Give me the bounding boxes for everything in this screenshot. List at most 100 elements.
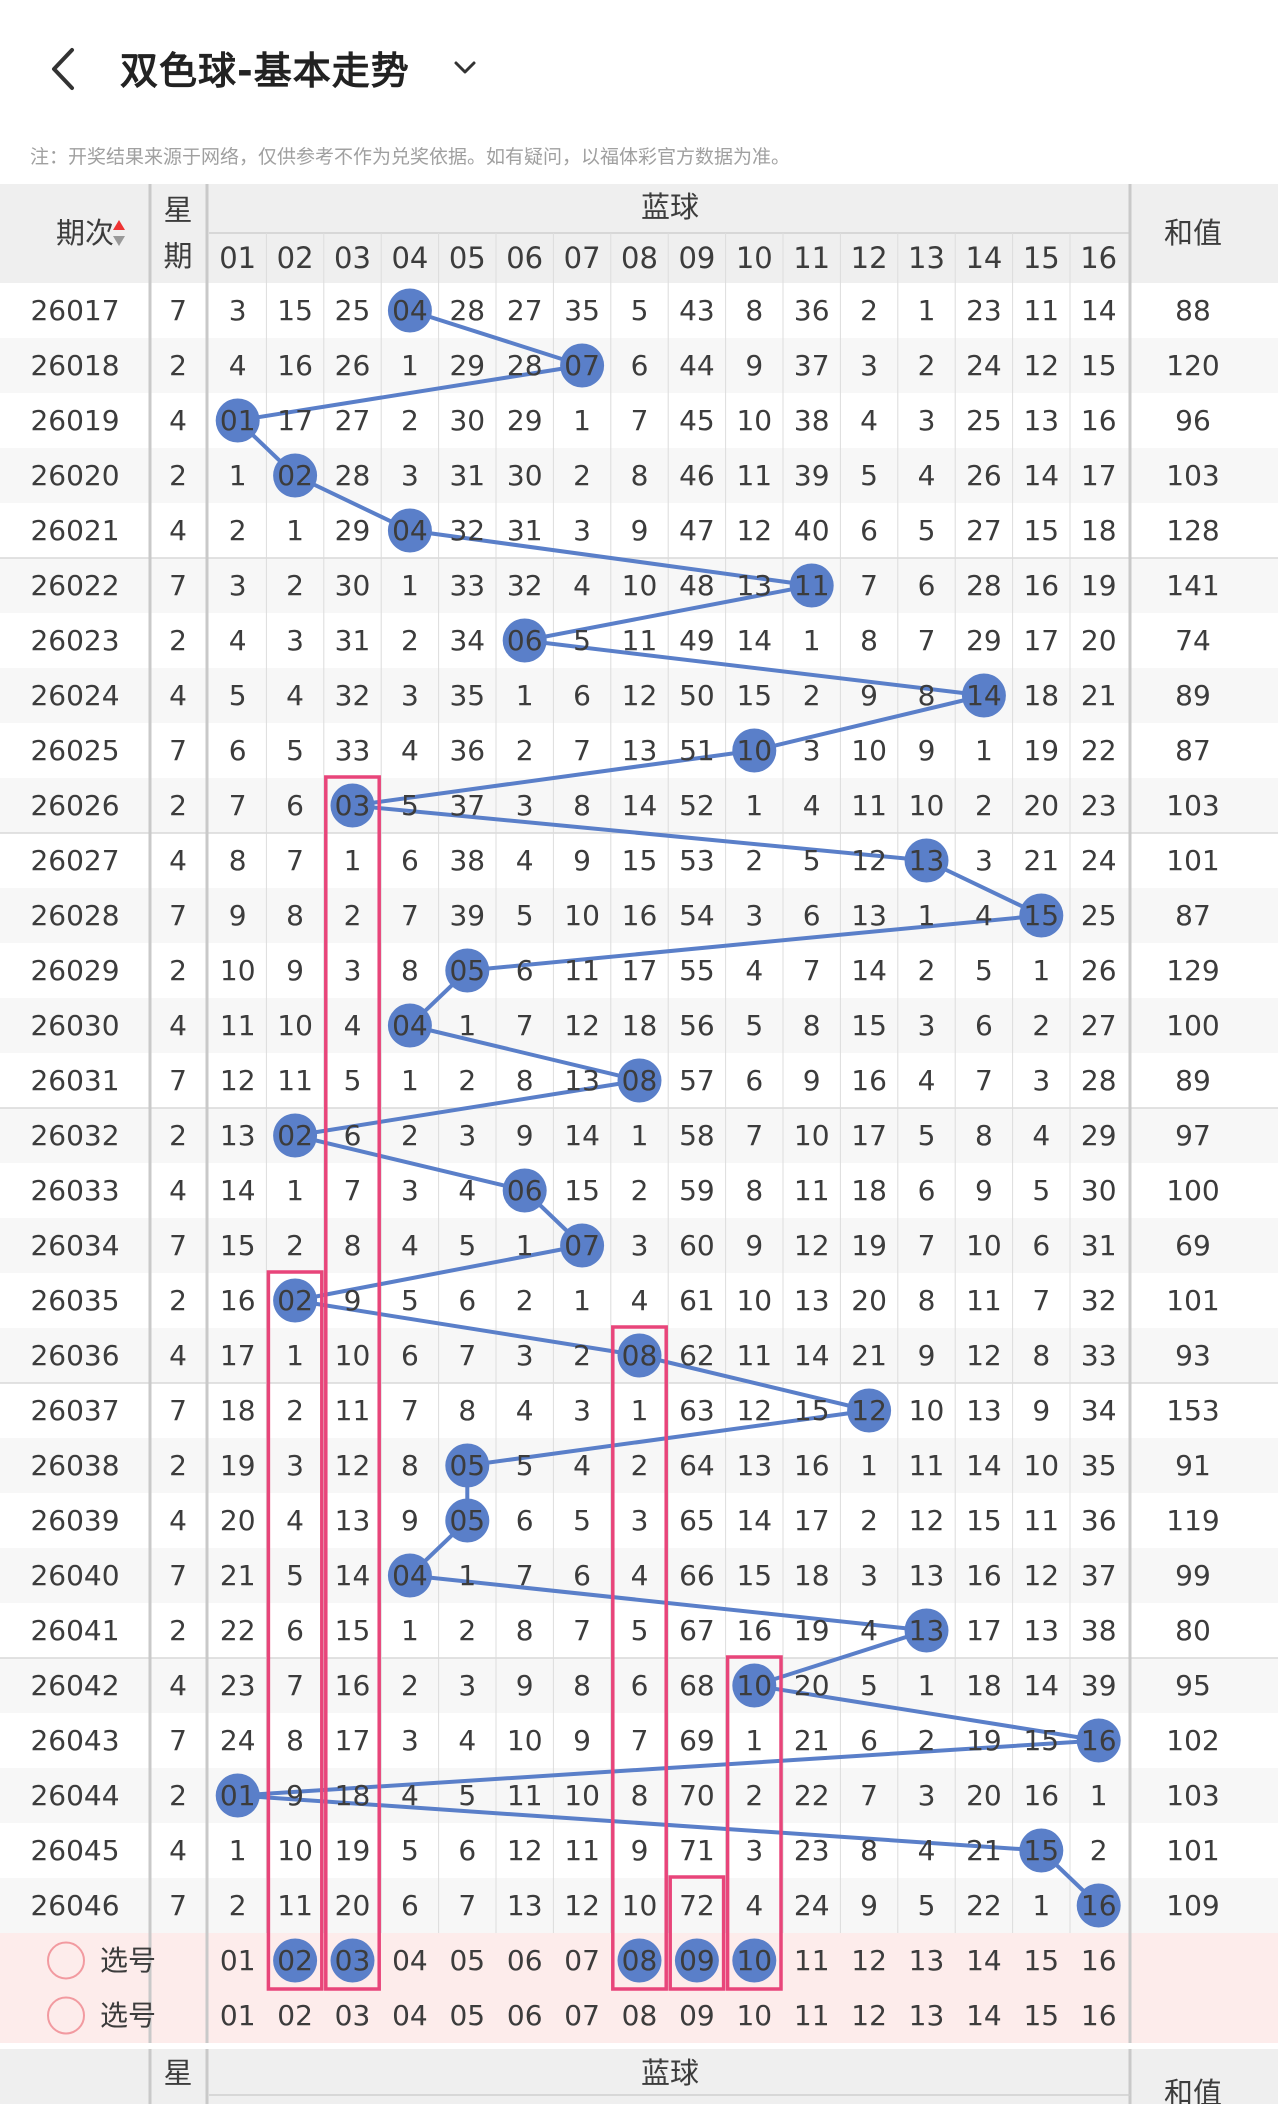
trend-line [235, 308, 1101, 1907]
select-number[interactable]: 15 [1023, 1944, 1059, 1977]
issue-number: 26024 [30, 679, 119, 712]
select-number[interactable]: 06 [507, 1999, 543, 2032]
select-label[interactable]: 选号 [100, 1999, 156, 2032]
select-number[interactable]: 05 [449, 1999, 485, 2032]
miss-count: 17 [851, 1119, 887, 1152]
table-row [0, 778, 1278, 833]
miss-count: 9 [286, 1779, 304, 1812]
miss-count: 65 [679, 1504, 715, 1537]
miss-count: 24 [1081, 844, 1117, 877]
select-number[interactable]: 01 [220, 1944, 256, 1977]
miss-count: 30 [507, 459, 543, 492]
sum-value: 89 [1175, 1064, 1211, 1097]
blue-ball-number: 13 [909, 844, 945, 877]
select-number[interactable]: 01 [220, 1999, 256, 2032]
back-arrow-icon[interactable] [44, 44, 88, 94]
select-number[interactable]: 13 [909, 1999, 945, 2032]
blue-ball-number: 14 [966, 679, 1002, 712]
select-number[interactable]: 12 [851, 1999, 887, 2032]
select-number[interactable]: 02 [277, 1999, 313, 2032]
miss-count: 28 [966, 569, 1002, 602]
miss-count: 12 [1023, 349, 1059, 382]
miss-count: 7 [573, 1614, 591, 1647]
miss-count: 12 [736, 1394, 772, 1427]
table-row [0, 448, 1278, 503]
miss-count: 30 [1081, 1174, 1117, 1207]
select-number[interactable]: 07 [564, 1944, 600, 1977]
miss-count: 3 [860, 1559, 878, 1592]
select-number[interactable]: 04 [392, 1944, 428, 1977]
miss-count: 31 [1081, 1229, 1117, 1262]
table-row [0, 1823, 1278, 1878]
issue-number: 26040 [30, 1559, 119, 1592]
miss-count: 4 [286, 1504, 304, 1537]
issue-number: 26029 [30, 954, 119, 987]
sum-value: 100 [1166, 1174, 1219, 1207]
miss-count: 9 [860, 679, 878, 712]
miss-count: 1 [229, 459, 247, 492]
picked-ball-number[interactable]: 03 [335, 1944, 371, 1977]
sort-up-icon[interactable] [113, 220, 125, 230]
select-number[interactable]: 13 [909, 1944, 945, 1977]
miss-count: 4 [516, 844, 534, 877]
picked-ball[interactable] [674, 1938, 719, 1983]
miss-count: 4 [286, 679, 304, 712]
sort-down-icon[interactable] [113, 236, 125, 246]
chevron-down-icon[interactable] [450, 54, 480, 82]
select-number[interactable]: 08 [622, 1999, 658, 2032]
miss-count: 2 [860, 294, 878, 327]
blue-ball [904, 838, 949, 883]
blue-ball [961, 673, 1006, 718]
miss-count: 10 [277, 1834, 313, 1867]
select-number[interactable]: 15 [1023, 1999, 1059, 2032]
select-number[interactable]: 14 [966, 1944, 1002, 1977]
select-number[interactable]: 06 [507, 1944, 543, 1977]
miss-count: 52 [679, 789, 715, 822]
issue-number: 26033 [30, 1174, 119, 1207]
select-number[interactable]: 03 [335, 1999, 371, 2032]
table-row [0, 283, 1278, 338]
picked-ball[interactable] [732, 1938, 777, 1983]
miss-count: 5 [631, 294, 649, 327]
select-number[interactable]: 12 [851, 1944, 887, 1977]
miss-count: 5 [286, 1559, 304, 1592]
select-number[interactable]: 09 [679, 1999, 715, 2032]
miss-count: 39 [1081, 1669, 1117, 1702]
miss-count: 3 [631, 1504, 649, 1537]
miss-count: 6 [745, 1064, 763, 1097]
picked-ball-number[interactable]: 10 [736, 1944, 772, 1977]
select-number[interactable]: 10 [736, 1999, 772, 2032]
select-number[interactable]: 04 [392, 1999, 428, 2032]
picked-ball-number[interactable]: 09 [679, 1944, 715, 1977]
select-radio-icon[interactable] [47, 1941, 85, 1980]
select-radio-icon[interactable] [47, 1996, 85, 2035]
blue-ball [1019, 1828, 1064, 1873]
miss-count: 16 [966, 1559, 1002, 1592]
picked-ball[interactable] [273, 1938, 318, 1983]
miss-count: 2 [458, 1614, 476, 1647]
miss-count: 8 [516, 1614, 534, 1647]
picked-ball-number[interactable]: 02 [277, 1944, 313, 1977]
picked-ball[interactable] [617, 1938, 662, 1983]
miss-count: 3 [401, 679, 419, 712]
select-number[interactable]: 16 [1081, 1944, 1117, 1977]
select-number[interactable]: 14 [966, 1999, 1002, 2032]
select-number[interactable]: 11 [794, 1944, 830, 1977]
issue-number: 26021 [30, 514, 119, 547]
miss-count: 63 [679, 1394, 715, 1427]
miss-count: 12 [909, 1504, 945, 1537]
select-number[interactable]: 07 [564, 1999, 600, 2032]
select-number[interactable]: 11 [794, 1999, 830, 2032]
issue-column-header[interactable]: 期次 [56, 216, 114, 250]
miss-count: 9 [516, 1119, 534, 1152]
issue-number: 26032 [30, 1119, 119, 1152]
select-number[interactable]: 16 [1081, 1999, 1117, 2032]
blue-ball [502, 1168, 547, 1213]
miss-count: 4 [860, 1614, 878, 1647]
select-label[interactable]: 选号 [100, 1944, 156, 1977]
select-number[interactable]: 05 [449, 1944, 485, 1977]
miss-count: 21 [1081, 679, 1117, 712]
picked-ball[interactable] [330, 1938, 375, 1983]
picked-ball-number[interactable]: 08 [622, 1944, 658, 1977]
miss-count: 1 [516, 679, 534, 712]
